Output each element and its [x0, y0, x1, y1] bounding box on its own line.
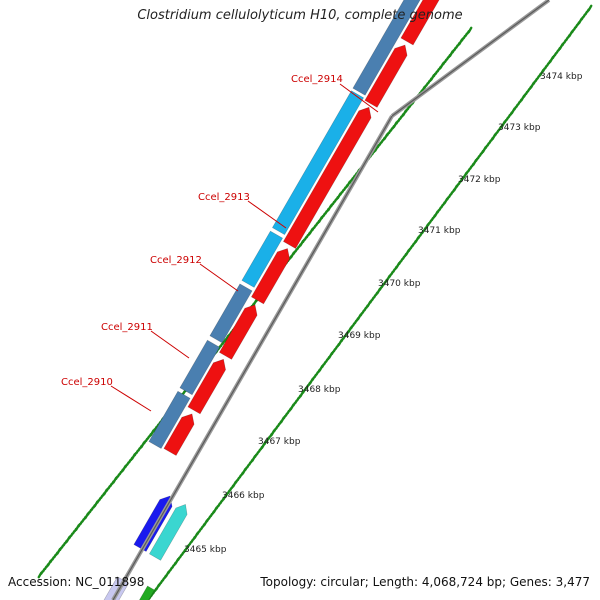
tick-layer	[37, 4, 593, 600]
tick-label: 3471 kbp	[418, 226, 461, 236]
tick-label: 3467 kbp	[258, 437, 301, 447]
gene-label-leader	[150, 330, 190, 359]
gene-reverse-2	[187, 358, 226, 415]
gene-label: Ccel_2914	[291, 74, 343, 85]
gene-ccel-2913	[241, 230, 284, 288]
gene-reverse-5	[282, 106, 372, 249]
tick-label: 3474 kbp	[540, 72, 583, 82]
tick-label: 3470 kbp	[378, 279, 421, 289]
gene-reverse-3	[218, 304, 258, 360]
gene-reverse-7	[400, 0, 440, 46]
gene-reverse-4	[250, 248, 290, 305]
gene-layer	[103, 0, 440, 600]
backbone-line-top-edge	[391, 0, 550, 117]
gene-label: Ccel_2912	[150, 255, 202, 266]
map-title: Clostridium cellulolyticum H10, complete…	[137, 8, 463, 23]
label-layer: 3465 kbp 3466 kbp 3467 kbp 3468 kbp 3469 kbp…	[61, 72, 583, 555]
gene-reverse-1	[163, 413, 195, 456]
gene-ccel-2914	[271, 90, 365, 236]
tick-label: 3472 kbp	[458, 175, 501, 185]
scale-dots-outer	[146, 4, 593, 600]
gene-forward-top	[352, 0, 421, 96]
tick-label: 3465 kbp	[184, 545, 227, 555]
tick-label: 3466 kbp	[222, 491, 265, 501]
tick-label: 3469 kbp	[338, 331, 381, 341]
gene-label: Ccel_2910	[61, 377, 113, 388]
gene-label-leader	[110, 385, 152, 412]
gene-cyan-lower	[148, 503, 188, 561]
gene-ccel-2912	[209, 283, 253, 344]
accession-text: Accession: NC_011898	[8, 575, 145, 589]
gene-label-leader	[247, 200, 287, 229]
gene-ccel-2910	[148, 390, 191, 449]
tick-label: 3473 kbp	[498, 123, 541, 133]
gene-label-leader	[339, 83, 379, 113]
gene-green-lower	[139, 585, 155, 600]
backbone-layer	[111, 0, 551, 600]
gene-label: Ccel_2911	[101, 322, 153, 333]
gene-label: Ccel_2913	[198, 192, 250, 203]
tick-label: 3468 kbp	[298, 385, 341, 395]
summary-text: Topology: circular; Length: 4,068,724 bp…	[260, 575, 590, 589]
backbone-line-edge	[112, 115, 393, 600]
gene-reverse-6	[364, 44, 408, 108]
gene-label-leader	[199, 263, 239, 292]
gene-ccel-2911	[179, 339, 221, 396]
